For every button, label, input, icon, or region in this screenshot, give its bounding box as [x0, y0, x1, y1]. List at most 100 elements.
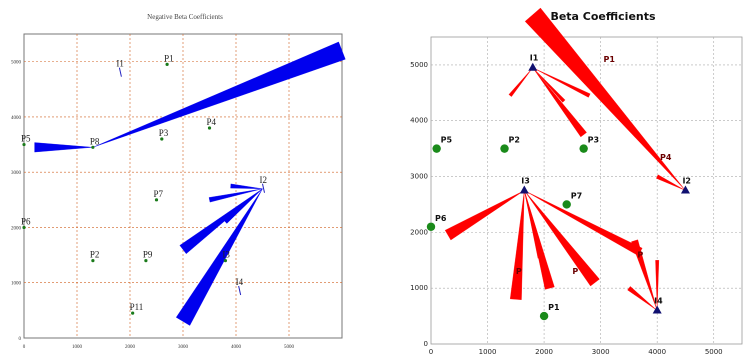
beta-wedge — [524, 190, 643, 256]
point-label: P2 — [90, 250, 100, 260]
beta-wedge — [656, 174, 686, 191]
station-label: I1 — [530, 54, 539, 63]
beta-wedge — [532, 67, 587, 138]
y-tick-label: 3000 — [11, 171, 22, 176]
point-label: P6 — [435, 214, 447, 223]
point-label: I3 — [222, 250, 230, 260]
point-label: P2 — [509, 136, 520, 145]
point-marker — [91, 145, 95, 149]
right-grid — [431, 37, 742, 344]
beta-wedge — [175, 188, 263, 326]
beta-wedge — [532, 67, 566, 103]
point-marker — [165, 62, 169, 66]
point-marker — [160, 137, 164, 141]
wedge-label: P1 — [603, 55, 615, 64]
y-tick-label: 4000 — [410, 117, 428, 125]
x-tick-label: 5000 — [705, 348, 723, 356]
point-label: P6 — [21, 216, 31, 226]
wedge-label: P — [516, 267, 522, 276]
point-label: P5 — [441, 136, 453, 145]
point-marker — [562, 200, 571, 209]
beta-wedge — [524, 190, 545, 259]
station-label: I3 — [521, 177, 530, 186]
beta-wedge — [508, 67, 533, 97]
left-wedges — [34, 41, 346, 326]
point-label: P3 — [588, 136, 599, 145]
right-plot-frame — [430, 36, 743, 345]
x-tick-label: 1000 — [72, 345, 83, 350]
point-marker — [579, 144, 588, 153]
beta-wedge — [223, 188, 263, 224]
station-label: I1 — [116, 59, 124, 69]
point-label: P5 — [21, 134, 31, 144]
point-label: P11 — [130, 302, 144, 312]
x-tick-label: 0 — [23, 345, 26, 350]
station-marker — [680, 185, 690, 194]
beta-wedge — [208, 188, 263, 203]
point-marker — [22, 225, 26, 230]
point-label: P7 — [571, 191, 582, 200]
right-wedges: P1 P4 P P P — [444, 7, 686, 311]
x-tick-label: 4000 — [231, 345, 242, 350]
y-tick-label: 4000 — [11, 116, 22, 121]
station-label: I2 — [682, 177, 691, 186]
point-label: P8 — [90, 136, 100, 146]
x-tick-label: 4000 — [648, 348, 666, 356]
station-marker — [262, 183, 265, 193]
negative-beta-panel: Negative Beta Coefficients 0 1000 2000 3000… — [11, 13, 346, 350]
x-tick-label: 3000 — [592, 348, 610, 356]
right-chart-title: Beta Coefficients — [550, 10, 656, 23]
point-marker — [207, 126, 212, 130]
y-tick-label: 0 — [19, 337, 22, 342]
station-marker — [238, 285, 242, 296]
left-tick-labels: 0 1000 2000 3000 4000 5000 0 1000 2000 3000 4000 50… — [11, 61, 295, 350]
point-marker — [432, 144, 441, 153]
beta-wedge — [34, 142, 93, 153]
left-chart-title: Negative Beta Coefficients — [147, 13, 223, 21]
wedge-label: P — [637, 250, 643, 259]
point-label: P7 — [154, 189, 164, 199]
x-tick-label: 2000 — [125, 345, 136, 350]
left-grid — [24, 34, 342, 338]
point-label: P1 — [164, 53, 174, 63]
x-tick-label: 2000 — [535, 348, 553, 356]
point-label: P1 — [548, 303, 560, 312]
beta-panel: Beta Coefficients 0 1000 2000 3000 4000 50000… — [410, 7, 743, 356]
station-label: I4 — [236, 277, 244, 287]
beta-wedge — [524, 7, 686, 191]
beta-wedge — [230, 183, 263, 189]
point-marker — [154, 198, 159, 202]
point-marker — [131, 311, 135, 315]
x-tick-label: 1000 — [479, 348, 497, 356]
beta-wedge — [524, 190, 600, 287]
right-points: P1 P2 P3 P5 P6 P7 I1 I2 I3 I4 — [426, 54, 691, 321]
point-label: P4 — [207, 117, 217, 127]
beta-wedge — [655, 260, 660, 311]
beta-wedge — [92, 41, 346, 148]
station-marker — [118, 67, 122, 77]
point-marker — [22, 142, 26, 147]
point-marker — [223, 259, 227, 263]
beta-wedge — [510, 190, 525, 300]
station-marker — [652, 305, 662, 314]
y-tick-label: 5000 — [11, 61, 22, 66]
wedge-label: P — [572, 267, 578, 276]
beta-wedge — [631, 239, 658, 311]
station-label: I2 — [260, 175, 268, 185]
point-label: P9 — [143, 250, 153, 260]
station-marker — [528, 62, 538, 71]
y-tick-label: 2000 — [410, 228, 428, 236]
point-label: P3 — [159, 128, 169, 138]
left-points: P1 P2 P3 P4 P5 P6 P7 P8 P9 P11 I3 I1 I2 I4 — [21, 53, 268, 315]
point-marker — [91, 259, 95, 263]
y-tick-label: 0 — [424, 340, 428, 348]
y-tick-label: 1000 — [11, 282, 22, 287]
y-tick-label: 5000 — [410, 61, 428, 69]
beta-wedge — [532, 67, 591, 98]
station-label: I4 — [654, 297, 663, 306]
point-marker — [426, 222, 436, 231]
beta-wedge — [444, 190, 525, 241]
x-tick-label: 3000 — [178, 345, 189, 350]
y-tick-label: 1000 — [410, 284, 428, 292]
